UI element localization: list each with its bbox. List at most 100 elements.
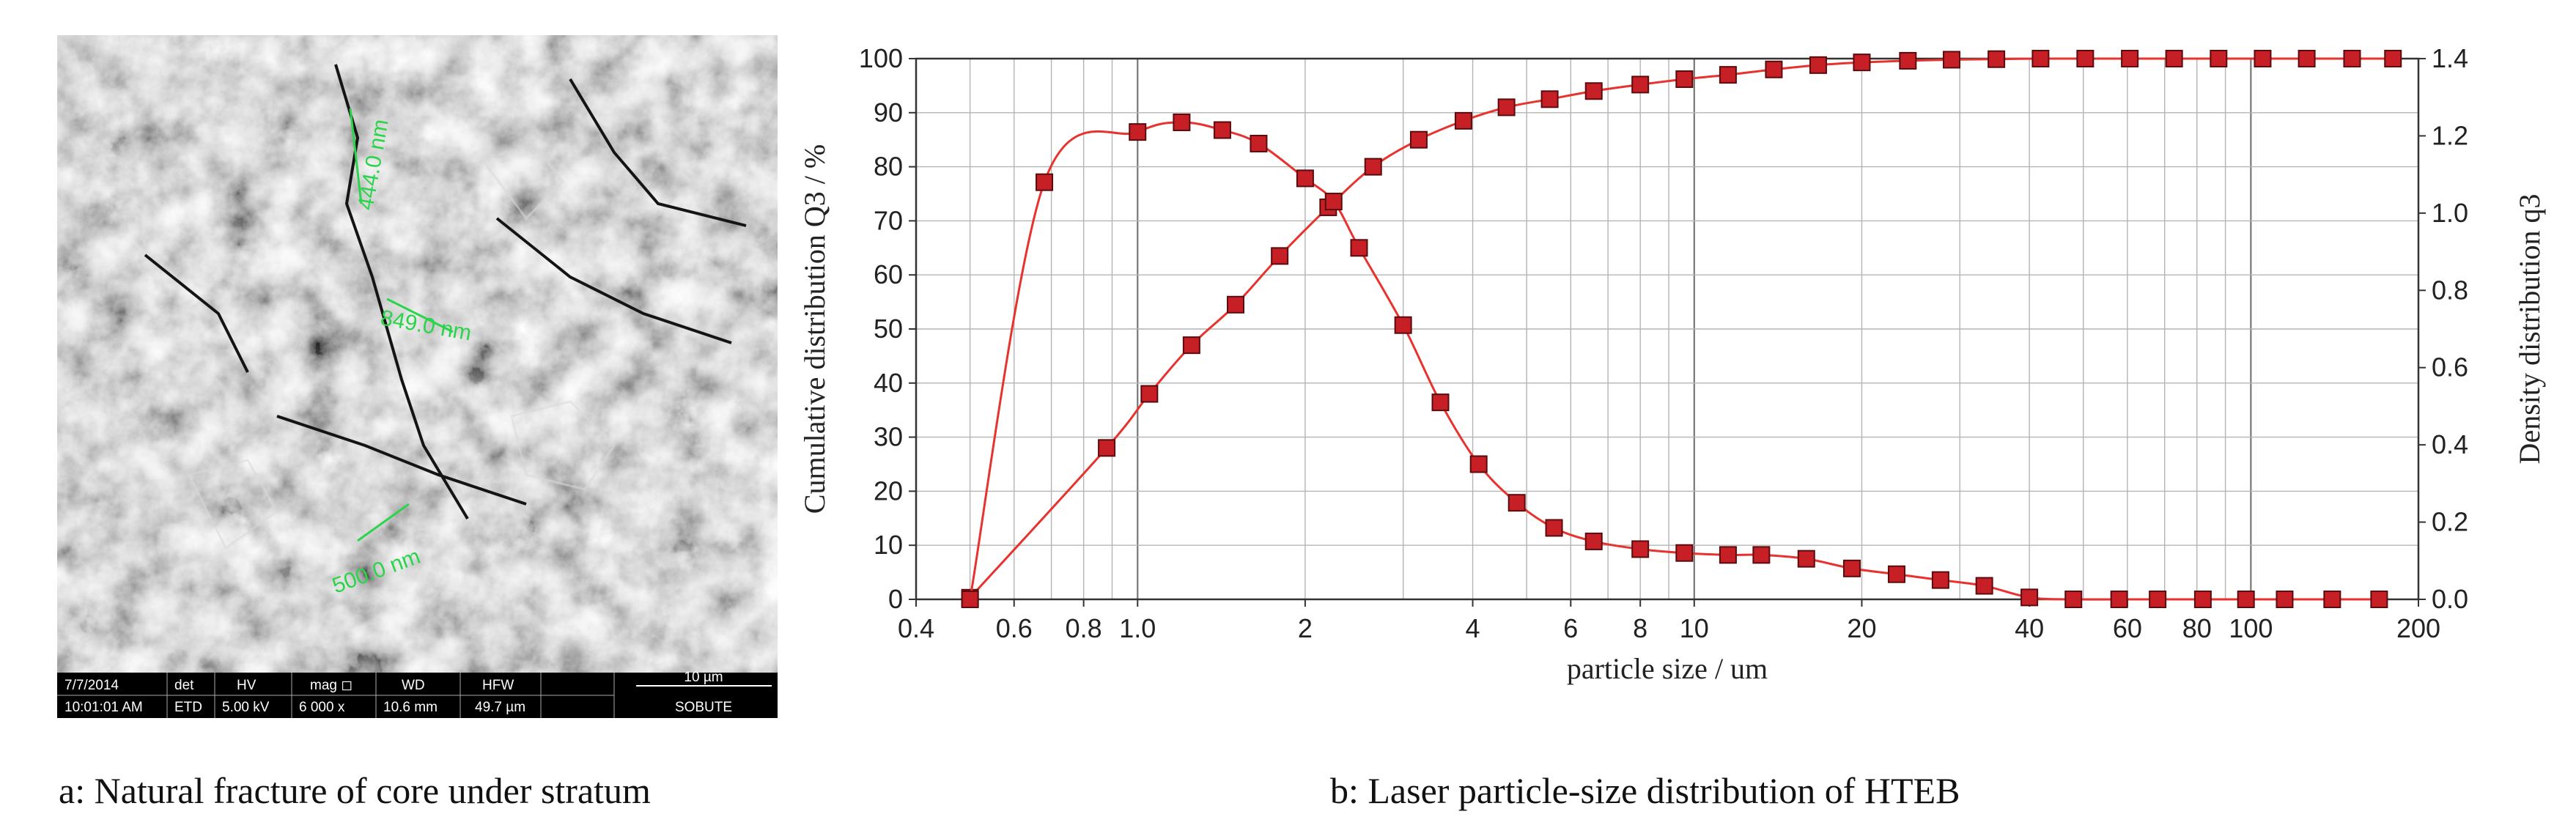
info-hfw-value: 49.7 µm [475, 700, 525, 715]
info-org: SOBUTE [675, 700, 732, 715]
cumulative-point [2076, 50, 2095, 67]
x-tick-label: 40 [2015, 613, 2044, 643]
density-point [2110, 591, 2128, 608]
density-point [2276, 591, 2294, 608]
info-date: 7/7/2014 [64, 678, 119, 693]
cumulative-point [2254, 50, 2272, 67]
cumulative-point [2384, 50, 2402, 67]
density-point [2237, 591, 2255, 608]
y2-tick-label: 1.0 [2432, 198, 2468, 228]
scale-label: 10 µm [684, 670, 723, 685]
info-hfw-header: HFW [482, 678, 514, 693]
y2-tick-label: 0.8 [2432, 275, 2468, 305]
cumulative-point [1227, 295, 1245, 314]
cumulative-point [1584, 82, 1603, 100]
density-point [2064, 591, 2083, 608]
cumulative-point [1765, 60, 1783, 78]
x-tick-label: 1.0 [1119, 613, 1156, 643]
cumulative-point [1988, 50, 2006, 68]
sem-micrograph: 444.0 nm 849.0 nm 500.0 nm 7/7/2014 det … [57, 35, 778, 718]
density-point [1507, 494, 1526, 512]
density-point [1842, 559, 1861, 577]
y-tick-label: 100 [859, 43, 903, 73]
x-tick-label: 200 [2396, 613, 2440, 643]
density-point [1584, 532, 1603, 550]
density-point [1296, 169, 1314, 188]
y-tick-label: 30 [874, 422, 903, 452]
cumulative-point [2031, 50, 2050, 67]
chart-series [961, 50, 2402, 608]
x-tick-label: 10 [1680, 613, 1709, 643]
y2-tick-label: 0.6 [2432, 352, 2468, 382]
x-tick-label: 0.4 [898, 613, 934, 643]
y-tick-label: 80 [874, 152, 903, 182]
x-tick-label: 6 [1563, 613, 1578, 643]
cumulative-point [1454, 111, 1472, 130]
density-point [2020, 588, 2039, 607]
rock-surface [57, 35, 778, 673]
info-wd-header: WD [402, 678, 425, 693]
density-point [1931, 571, 1949, 589]
cumulative-point [2121, 50, 2139, 67]
y-tick-label: 10 [874, 530, 903, 560]
density-point [1431, 393, 1450, 412]
x-axis-title: particle size / um [1567, 652, 1768, 685]
density-point [2149, 591, 2167, 608]
y2-tick-label: 0.2 [2432, 507, 2468, 537]
y2-tick-label: 1.2 [2432, 120, 2468, 150]
y-axis-title: Cumulative distribution Q3 / % [798, 144, 831, 514]
crystal-edges [187, 144, 616, 550]
cumulative-point [1719, 66, 1737, 84]
density-point [2323, 591, 2341, 608]
density-point [1394, 316, 1412, 334]
density-point [1545, 519, 1563, 537]
density-point [1975, 577, 1993, 595]
density-point [1129, 123, 1147, 141]
info-hv-value: 5.00 kV [222, 700, 270, 715]
info-hv-header: HV [237, 678, 257, 693]
cumulative-point [1899, 51, 1917, 70]
info-wd-value: 10.6 mm [383, 700, 438, 715]
cumulative-point [1540, 90, 1559, 108]
cumulative-point [1497, 98, 1516, 116]
x-tick-label: 4 [1466, 613, 1480, 643]
x-tick-label: 0.6 [996, 613, 1033, 643]
density-point [1350, 239, 1368, 257]
info-det-header: det [174, 678, 194, 693]
density-point [1719, 546, 1737, 564]
x-tick-label: 0.8 [1066, 613, 1102, 643]
particle-size-chart: 0.4 0.6 0.8 1.0 2 4 6 8 10 20 40 60 80 100 200 0 10 20 30 4… [798, 43, 2546, 685]
density-point [1469, 455, 1488, 473]
info-time: 10:01:01 AM [64, 700, 143, 715]
cumulative-point [1809, 56, 1827, 74]
cumulative-point [1140, 385, 1159, 403]
cumulative-point [1364, 158, 1382, 176]
cumulative-point [1675, 70, 1694, 89]
x-tick-label: 80 [2182, 613, 2212, 643]
density-point [961, 591, 979, 608]
cumulative-series-line [969, 57, 2394, 599]
y-tick-label: 20 [874, 476, 903, 506]
density-point [1675, 544, 1694, 562]
y2-tick-label: 1.4 [2432, 43, 2468, 73]
cumulative-point [2343, 50, 2361, 67]
info-mag-header: mag ◻ [310, 678, 353, 693]
y-tick-label: 50 [874, 314, 903, 344]
fracture-lines [144, 64, 747, 520]
x-tick-label: 100 [2229, 613, 2273, 643]
y-tick-label: 90 [874, 97, 903, 127]
density-point [1631, 540, 1650, 558]
cumulative-point [2298, 50, 2316, 67]
sem-measure-lines [349, 108, 454, 542]
cumulative-point [1631, 75, 1650, 94]
density-point [1173, 113, 1191, 131]
cumulative-point [1182, 336, 1200, 355]
cumulative-point [1271, 247, 1289, 265]
cumulative-point [2165, 50, 2183, 67]
y-tick-label: 40 [874, 368, 903, 398]
density-point [1887, 565, 1905, 583]
y-tick-label: 60 [874, 259, 903, 289]
info-mag-value: 6 000 x [299, 700, 345, 715]
density-point [1213, 121, 1231, 139]
density-series-line [969, 121, 2380, 601]
